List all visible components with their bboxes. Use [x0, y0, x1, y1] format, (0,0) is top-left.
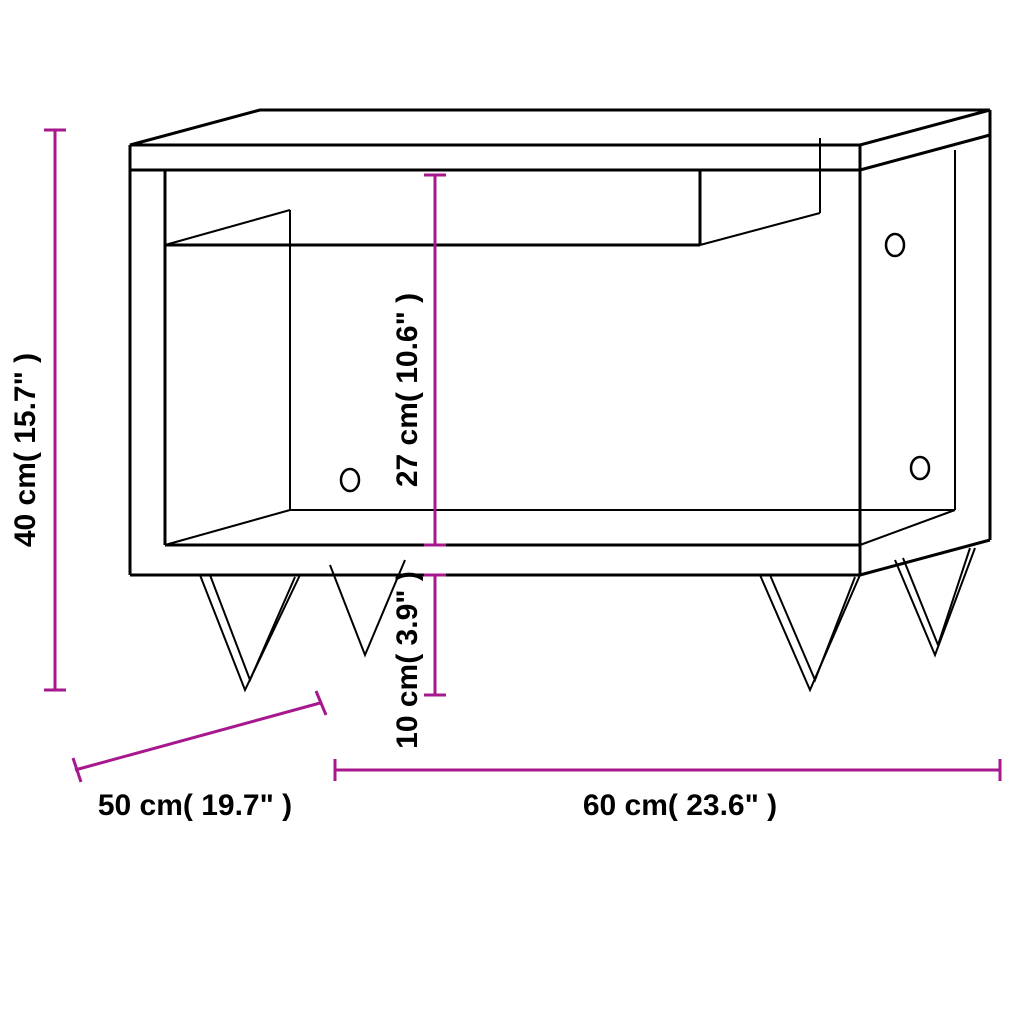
- svg-text:60 cm( 23.6" ): 60 cm( 23.6" ): [583, 789, 777, 822]
- svg-text:10 cm( 3.9" ): 10 cm( 3.9" ): [391, 571, 424, 749]
- svg-text:27 cm( 10.6" ): 27 cm( 10.6" ): [391, 293, 424, 487]
- svg-text:50 cm( 19.7" ): 50 cm( 19.7" ): [98, 789, 292, 822]
- svg-text:40 cm( 15.7" ): 40 cm( 15.7" ): [9, 353, 42, 547]
